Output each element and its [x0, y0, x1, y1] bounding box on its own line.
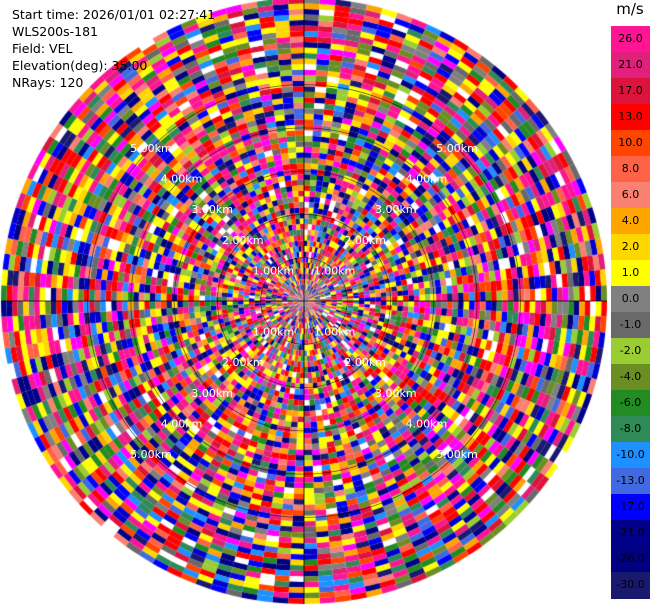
colorbar-segment — [611, 416, 650, 443]
range-ring-label: 3.00km — [191, 387, 233, 400]
colorbar-segment — [611, 78, 650, 105]
colorbar-tick-label: -26.0 — [616, 552, 645, 565]
range-ring-label: 4.00km — [161, 173, 203, 186]
range-ring-label: 2.00km — [222, 356, 264, 369]
colorbar-tick-label: -8.0 — [619, 422, 642, 435]
colorbar-tick-label: 26.0 — [618, 32, 643, 45]
range-ring-label: 2.00km — [222, 234, 264, 247]
colorbar-tick-label: 13.0 — [618, 110, 643, 123]
range-ring-label: 5.00km — [130, 448, 172, 461]
colorbar-segment — [611, 468, 650, 495]
field-text: Field: VEL — [12, 41, 73, 56]
colorbar-unit-label: m/s — [616, 0, 644, 18]
colorbar-tick-label: 21.0 — [618, 58, 643, 71]
colorbar-tick-label: -6.0 — [619, 396, 642, 409]
colorbar-segment — [611, 104, 650, 131]
colorbar-segment — [611, 520, 650, 547]
colorbar-segment — [611, 26, 650, 53]
colorbar-tick-label: 4.0 — [621, 214, 640, 227]
colorbar-tick-label: 6.0 — [621, 188, 640, 201]
scan-info-panel: Start time: 2026/01/01 02:27:41 WLS200s-… — [12, 6, 215, 91]
start-time-text: Start time: 2026/01/01 02:27:41 — [12, 7, 216, 22]
elevation-text: Elevation(deg): 35.00 — [12, 58, 148, 73]
colorbar-segment — [611, 442, 650, 469]
colorbar-tick-label: -17.0 — [616, 500, 645, 513]
colorbar-tick-label: -1.0 — [619, 318, 642, 331]
colorbar-segment — [611, 52, 650, 79]
colorbar-segment — [611, 130, 650, 157]
colorbar-tick-label: -4.0 — [619, 370, 642, 383]
colorbar-segment — [611, 390, 650, 417]
colorbar-segment — [611, 312, 650, 339]
colorbar-segment — [611, 260, 650, 287]
range-ring-label: 4.00km — [406, 173, 448, 186]
colorbar-segment — [611, 208, 650, 235]
range-ring-label: 1.00km — [253, 326, 295, 339]
range-ring-label: 3.00km — [375, 203, 417, 216]
range-ring-label: 2.00km — [344, 234, 386, 247]
colorbar-tick-label: 10.0 — [618, 136, 643, 149]
colorbar-tick-label: 8.0 — [621, 162, 640, 175]
colorbar-tick-label: 17.0 — [618, 84, 643, 97]
range-ring-label: 3.00km — [375, 387, 417, 400]
range-ring-label: 5.00km — [130, 142, 172, 155]
range-ring-label: 3.00km — [191, 203, 233, 216]
colorbar-segment — [611, 494, 650, 521]
colorbar-tick-label: 2.0 — [621, 240, 640, 253]
range-ring-label: 2.00km — [344, 356, 386, 369]
range-ring-label: 5.00km — [436, 142, 478, 155]
colorbar-tick-label: -13.0 — [616, 474, 645, 487]
colorbar-segment — [611, 338, 650, 365]
range-ring-label: 4.00km — [406, 417, 448, 430]
colorbar-tick-label: 0.0 — [621, 292, 640, 305]
colorbar-tick-label: -10.0 — [616, 448, 645, 461]
colorbar-segment — [611, 234, 650, 261]
colorbar-segment — [611, 572, 650, 599]
colorbar-tick-label: -30.0 — [616, 578, 645, 591]
colorbar-segment — [611, 182, 650, 209]
range-ring-label: 4.00km — [161, 417, 203, 430]
range-ring-label: 1.00km — [253, 264, 295, 277]
nrays-text: NRays: 120 — [12, 75, 84, 90]
colorbar-segment — [611, 546, 650, 573]
range-ring-label: 1.00km — [314, 264, 356, 277]
colorbar: 26.0 21.0 17.0 13.0 10.0 8.0 6.0 4.0 2.0 1.0 0.0 -1… — [611, 26, 650, 599]
colorbar-tick-label: -2.0 — [619, 344, 642, 357]
colorbar-segment — [611, 286, 650, 313]
range-ring-label: 5.00km — [436, 448, 478, 461]
colorbar-tick-label: -21.0 — [616, 526, 645, 539]
colorbar-segment — [611, 364, 650, 391]
instrument-name-text: WLS200s-181 — [12, 24, 98, 39]
range-ring-label: 1.00km — [314, 326, 356, 339]
colorbar-segment — [611, 156, 650, 183]
colorbar-tick-label: 1.0 — [621, 266, 640, 279]
